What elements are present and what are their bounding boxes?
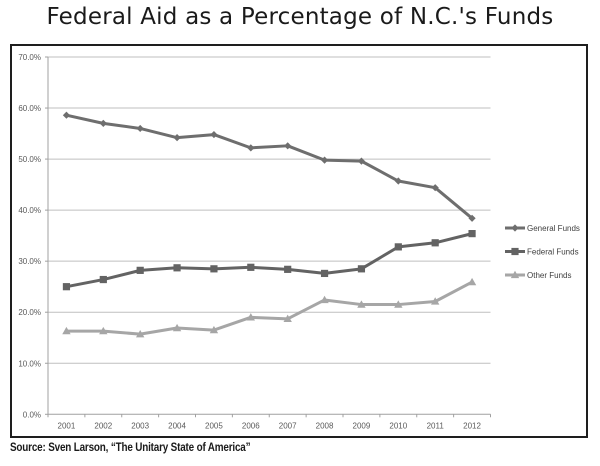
legend-label: Other Funds	[527, 271, 571, 280]
data-point	[99, 119, 107, 127]
x-tick-label: 2010	[389, 421, 407, 430]
y-tick-label: 40.0%	[18, 206, 41, 215]
source-note: Source: Sven Larson, “The Unitary State …	[10, 442, 251, 454]
data-point	[467, 277, 477, 286]
x-tick-label: 2003	[131, 421, 149, 430]
series-line	[66, 113, 474, 220]
series-general-funds	[62, 111, 476, 222]
series	[62, 111, 477, 338]
legend-item: Federal Funds	[505, 248, 579, 257]
data-point	[173, 264, 181, 272]
data-point	[247, 263, 255, 271]
series-other-funds	[62, 277, 477, 338]
legend-item: Other Funds	[505, 270, 571, 280]
data-point	[210, 265, 218, 273]
data-point	[172, 323, 182, 332]
x-tick-label: 2005	[205, 421, 223, 430]
x-tick-label: 2006	[242, 421, 260, 430]
chart-frame	[10, 44, 588, 438]
x-tick-label: 2008	[316, 421, 334, 430]
series-federal-funds	[62, 230, 476, 291]
y-tick-label: 60.0%	[18, 104, 41, 113]
legend-item: General Funds	[505, 224, 580, 233]
series-line	[66, 232, 473, 289]
y-tick-label: 30.0%	[18, 257, 41, 266]
data-point	[99, 326, 108, 335]
y-tick-label: 0.0%	[23, 410, 41, 419]
data-point	[320, 156, 329, 164]
y-tick-label: 10.0%	[18, 359, 41, 368]
legend-marker	[511, 224, 519, 232]
data-point	[357, 157, 366, 165]
y-tick-label: 70.0%	[18, 53, 41, 62]
x-tick-label: 2011	[427, 421, 445, 430]
data-point	[394, 177, 402, 185]
data-point	[284, 265, 292, 273]
x-tick-label: 2012	[463, 421, 481, 430]
data-point	[431, 184, 439, 192]
data-point	[357, 265, 366, 273]
series-line	[66, 280, 473, 336]
x-tick-label: 2001	[58, 421, 76, 430]
data-point	[173, 134, 181, 142]
data-point	[210, 130, 218, 139]
data-point	[246, 313, 256, 321]
data-point	[136, 124, 144, 133]
data-point	[136, 266, 144, 274]
legend: General Funds Federal Funds Other Funds	[505, 224, 580, 280]
legend-marker	[511, 247, 519, 256]
data-point	[99, 275, 107, 284]
chart-title: Federal Aid as a Percentage of N.C.'s Fu…	[46, 4, 554, 30]
data-point	[431, 239, 439, 247]
data-point	[357, 300, 366, 308]
data-point	[468, 214, 476, 222]
data-point	[468, 230, 476, 238]
y-tick-label: 50.0%	[18, 155, 41, 164]
data-point	[394, 300, 403, 308]
data-point	[209, 325, 219, 334]
data-point	[135, 329, 145, 338]
gridlines	[48, 56, 491, 364]
data-point	[247, 144, 255, 152]
data-point	[320, 295, 329, 304]
data-point	[62, 283, 71, 291]
x-tick-label: 2004	[168, 421, 186, 430]
data-point	[430, 297, 440, 305]
axes: 0.0% 10.0% 20.0% 30.0% 40.0% 50.0% 60.0% 70.0% 2…	[18, 53, 491, 430]
x-tick-label: 2007	[279, 421, 297, 430]
data-point	[62, 111, 71, 119]
x-tick-label: 2009	[353, 421, 371, 430]
data-point	[394, 243, 402, 251]
legend-marker	[510, 270, 520, 279]
legend-label: Federal Funds	[527, 248, 579, 257]
legend-label: General Funds	[527, 224, 580, 233]
data-point	[284, 142, 292, 150]
y-tick-label: 20.0%	[18, 308, 41, 317]
x-tick-label: 2002	[94, 421, 112, 430]
data-point	[283, 314, 292, 322]
data-point	[62, 326, 71, 335]
data-point	[320, 269, 329, 278]
